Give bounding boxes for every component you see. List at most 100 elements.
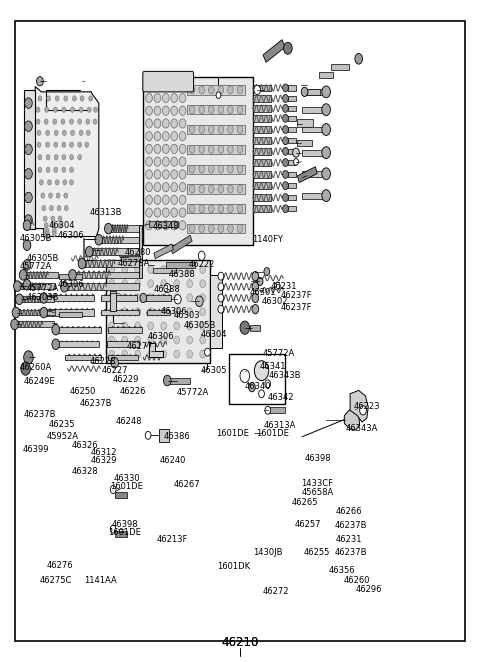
- Circle shape: [146, 195, 153, 205]
- Bar: [110, 291, 116, 311]
- Circle shape: [200, 308, 205, 316]
- Polygon shape: [115, 492, 127, 498]
- Circle shape: [218, 272, 224, 280]
- Circle shape: [61, 119, 65, 124]
- Circle shape: [154, 208, 161, 217]
- Circle shape: [161, 322, 167, 330]
- Circle shape: [42, 205, 46, 211]
- Circle shape: [154, 157, 161, 166]
- Circle shape: [283, 126, 288, 134]
- Circle shape: [58, 222, 62, 228]
- Bar: [143, 77, 253, 245]
- Polygon shape: [35, 87, 99, 236]
- Circle shape: [171, 144, 178, 154]
- Circle shape: [23, 240, 31, 250]
- Circle shape: [52, 339, 60, 350]
- Circle shape: [24, 144, 32, 155]
- Polygon shape: [269, 407, 286, 413]
- Polygon shape: [166, 262, 194, 267]
- Circle shape: [162, 132, 169, 141]
- Circle shape: [218, 146, 224, 154]
- Text: 46237B: 46237B: [335, 522, 367, 530]
- Circle shape: [162, 106, 169, 115]
- Circle shape: [237, 185, 243, 193]
- Circle shape: [189, 146, 195, 154]
- Text: 46277: 46277: [127, 342, 154, 351]
- Circle shape: [154, 81, 161, 90]
- Circle shape: [51, 216, 55, 221]
- Circle shape: [252, 271, 259, 281]
- Circle shape: [322, 168, 330, 179]
- Circle shape: [208, 126, 214, 134]
- Text: 46305B: 46305B: [183, 320, 216, 330]
- Bar: [106, 260, 210, 363]
- Circle shape: [264, 267, 270, 275]
- Circle shape: [162, 169, 169, 179]
- Circle shape: [19, 269, 27, 280]
- Polygon shape: [24, 272, 58, 278]
- Polygon shape: [115, 532, 127, 538]
- Text: 46237F: 46237F: [281, 291, 312, 301]
- Polygon shape: [288, 172, 297, 177]
- Polygon shape: [253, 105, 271, 112]
- Circle shape: [249, 383, 255, 392]
- Circle shape: [228, 106, 233, 114]
- Circle shape: [179, 132, 186, 141]
- Bar: [187, 204, 245, 213]
- Circle shape: [218, 126, 224, 134]
- Text: 46305: 46305: [201, 366, 227, 375]
- Circle shape: [218, 305, 224, 313]
- Circle shape: [64, 205, 68, 211]
- Circle shape: [161, 336, 167, 344]
- Circle shape: [146, 81, 153, 90]
- Polygon shape: [302, 171, 325, 177]
- Text: 46303: 46303: [174, 311, 201, 320]
- Text: 46313A: 46313A: [264, 421, 296, 430]
- Circle shape: [179, 183, 186, 192]
- Circle shape: [48, 193, 52, 198]
- Circle shape: [57, 205, 61, 211]
- Circle shape: [148, 322, 154, 330]
- Circle shape: [135, 308, 141, 316]
- Text: 46302: 46302: [262, 297, 288, 307]
- Polygon shape: [288, 183, 297, 188]
- Circle shape: [322, 147, 330, 159]
- Text: 46340: 46340: [245, 382, 271, 391]
- Circle shape: [45, 228, 49, 233]
- Circle shape: [283, 84, 288, 92]
- Text: 46305B: 46305B: [20, 234, 52, 243]
- Circle shape: [24, 192, 32, 203]
- Circle shape: [110, 486, 116, 493]
- Circle shape: [63, 179, 67, 185]
- Bar: [229, 354, 285, 404]
- Circle shape: [154, 220, 161, 230]
- Circle shape: [237, 146, 243, 154]
- Circle shape: [154, 169, 161, 179]
- Polygon shape: [307, 89, 321, 95]
- Text: 46267: 46267: [174, 481, 201, 489]
- Text: 46388: 46388: [154, 285, 180, 294]
- Circle shape: [252, 305, 259, 314]
- Text: 46399: 46399: [22, 446, 49, 454]
- Circle shape: [43, 216, 47, 221]
- Text: 46231: 46231: [271, 281, 298, 291]
- Circle shape: [200, 265, 205, 273]
- Polygon shape: [58, 327, 101, 332]
- Text: 46278A: 46278A: [118, 259, 150, 268]
- Text: 46306: 46306: [57, 232, 84, 240]
- Circle shape: [64, 96, 68, 101]
- Circle shape: [36, 119, 40, 124]
- Bar: [170, 235, 192, 254]
- Circle shape: [140, 293, 147, 303]
- Text: 46342: 46342: [267, 393, 294, 402]
- Circle shape: [284, 42, 292, 54]
- Circle shape: [199, 185, 204, 193]
- Bar: [158, 429, 169, 442]
- Circle shape: [154, 195, 161, 205]
- Circle shape: [301, 87, 308, 97]
- Circle shape: [179, 93, 186, 103]
- Circle shape: [105, 223, 112, 234]
- Circle shape: [218, 106, 224, 114]
- Circle shape: [162, 183, 169, 192]
- Circle shape: [40, 293, 48, 303]
